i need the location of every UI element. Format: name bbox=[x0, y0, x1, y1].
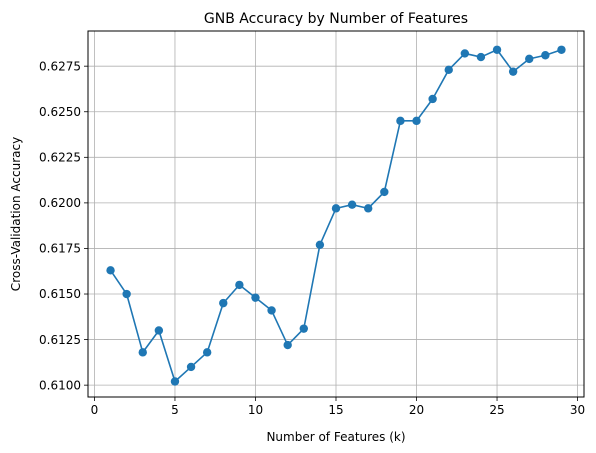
series-layer bbox=[106, 45, 566, 386]
y-tick-label: 0.6100 bbox=[39, 378, 81, 392]
data-point bbox=[202, 348, 212, 357]
data-point bbox=[492, 45, 502, 54]
y-tick-label: 0.6250 bbox=[39, 105, 81, 119]
data-point bbox=[347, 200, 357, 209]
x-tick-label: 25 bbox=[489, 403, 504, 417]
data-point bbox=[154, 326, 164, 335]
x-axis-title: Number of Features (k) bbox=[266, 430, 405, 444]
x-tick-label: 15 bbox=[328, 403, 343, 417]
data-point bbox=[525, 54, 534, 64]
y-tick-label: 0.6275 bbox=[39, 59, 81, 73]
y-tick-label: 0.6175 bbox=[39, 242, 81, 256]
x-tick-label: 30 bbox=[570, 403, 585, 417]
x-tick-label: 0 bbox=[91, 403, 99, 417]
y-tick-label: 0.6125 bbox=[39, 333, 81, 347]
x-tick-label: 20 bbox=[409, 403, 424, 417]
y-tick-label: 0.6150 bbox=[39, 287, 81, 301]
chart-title: GNB Accuracy by Number of Features bbox=[204, 11, 468, 27]
data-point bbox=[412, 116, 421, 126]
data-point bbox=[428, 94, 437, 104]
data-point bbox=[235, 280, 244, 290]
data-point bbox=[315, 240, 325, 250]
data-point bbox=[380, 187, 389, 197]
data-point bbox=[364, 204, 373, 213]
data-point bbox=[396, 116, 405, 126]
data-point bbox=[557, 45, 566, 54]
data-point bbox=[283, 340, 292, 350]
data-point bbox=[138, 348, 147, 357]
data-point bbox=[299, 324, 308, 333]
y-axis-title: Cross-Validation Accuracy bbox=[9, 137, 23, 291]
y-axis: 0.6100 0.6125 0.6150 0.6175 0.6200 0.6225 0.62… bbox=[39, 59, 88, 392]
grid bbox=[88, 31, 584, 397]
data-point bbox=[186, 362, 196, 372]
data-point bbox=[541, 51, 550, 60]
data-point bbox=[460, 49, 470, 58]
data-point bbox=[251, 293, 260, 302]
y-tick-label: 0.6225 bbox=[39, 151, 81, 165]
x-tick-label: 5 bbox=[171, 403, 179, 417]
x-tick-label: 10 bbox=[248, 403, 263, 417]
data-point bbox=[331, 204, 341, 213]
data-point bbox=[170, 377, 180, 386]
data-point bbox=[106, 266, 115, 275]
data-point bbox=[476, 52, 486, 62]
data-point bbox=[508, 67, 518, 76]
data-point bbox=[122, 289, 131, 299]
x-axis: 0 5 10 15 20 25 30 bbox=[91, 397, 585, 417]
y-tick-label: 0.6200 bbox=[39, 196, 81, 210]
data-point bbox=[267, 306, 276, 315]
data-point bbox=[219, 298, 228, 308]
data-point bbox=[444, 65, 453, 75]
